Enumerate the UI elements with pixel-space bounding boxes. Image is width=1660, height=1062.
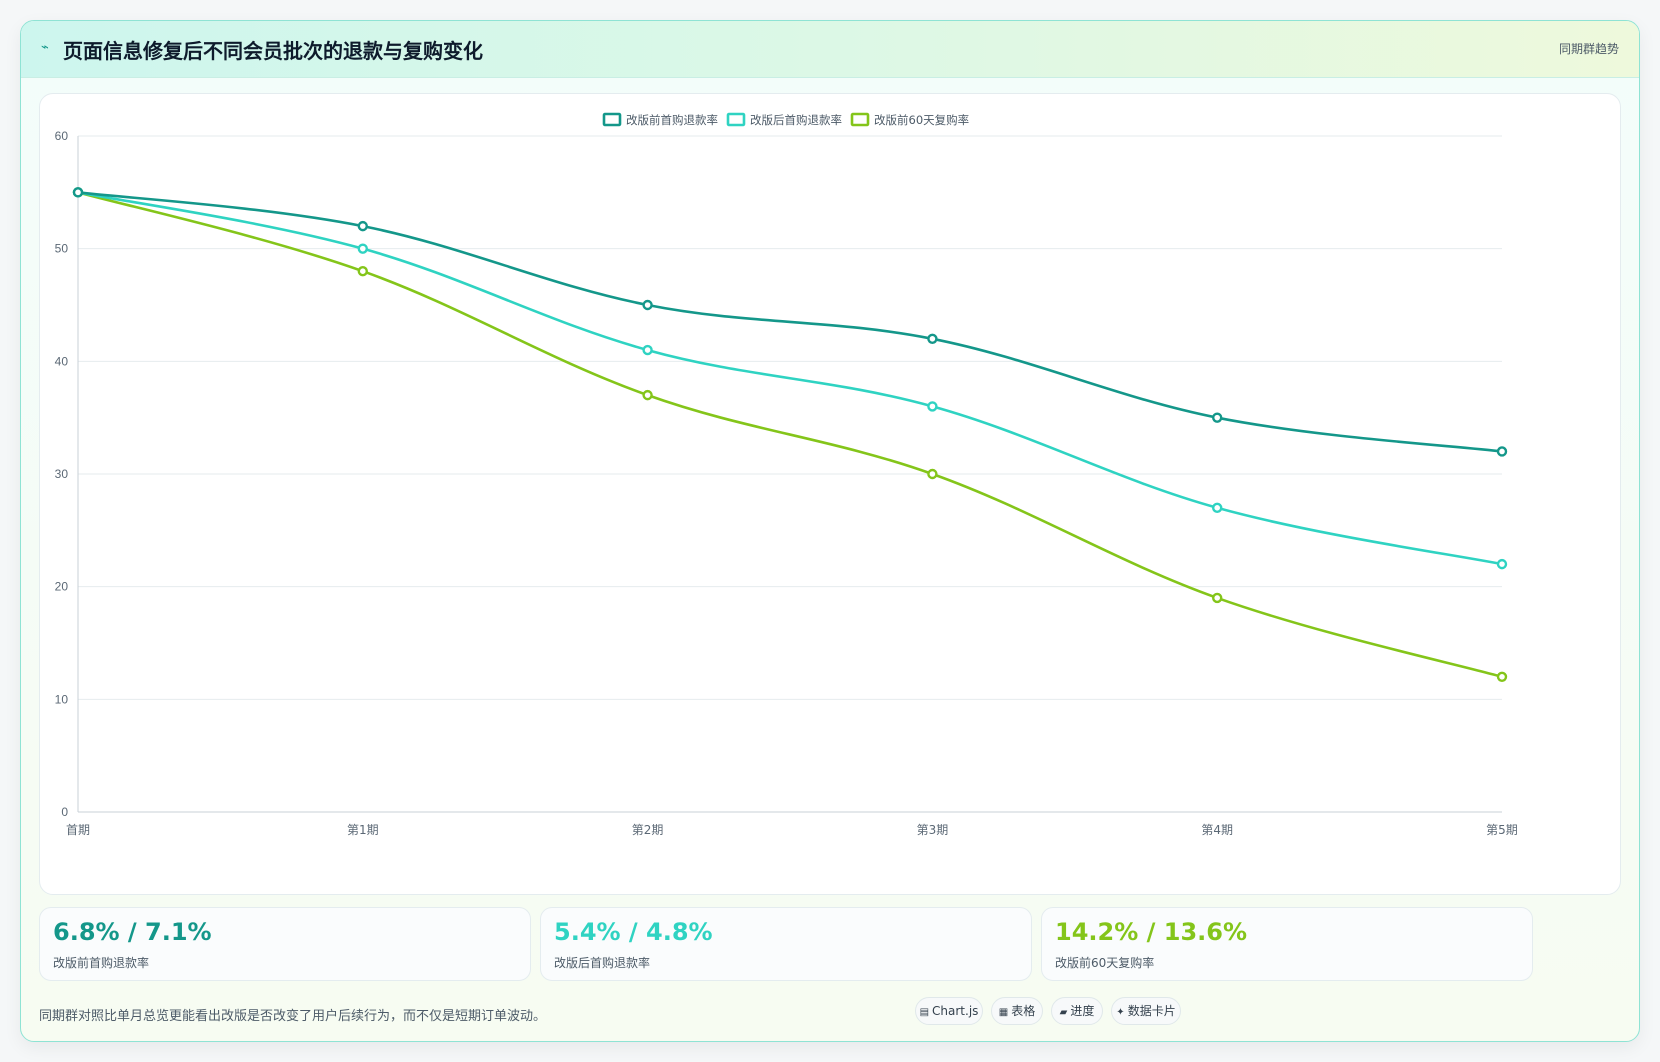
data-point [357,243,368,254]
chip-label: 数据卡片 [1127,1004,1176,1018]
data-point [1496,558,1508,570]
y-tick-label: 50 [55,242,69,256]
header-tag: 同期群趋势 [1558,42,1619,56]
page-title: 页面信息修复后不同会员批次的退款与复购变化 [63,39,483,63]
stat-label: 改版前首购退款率 [53,956,150,970]
table-icon: ▦ [998,1007,1009,1018]
stat-value: 14.2% / 13.6% [1055,918,1247,946]
x-tick-label: 第5期 [1486,823,1518,837]
data-point [72,187,84,198]
legend-swatch [726,112,746,127]
chip-chartjs[interactable]: ▤ Chart.js [915,997,983,1025]
legend-label: 改版后首购退款率 [750,113,842,127]
data-point [927,468,938,480]
y-tick-label: 20 [55,580,69,594]
data-point [1496,446,1508,457]
x-tick-label: 第4期 [1201,823,1233,837]
y-tick-label: 60 [55,129,69,143]
report-card: ⌁ 页面信息修复后不同会员批次的退款与复购变化 同期群趋势 0 10 20 30 40 5… [20,20,1640,1042]
sparkle-icon: ✦ [1116,1007,1125,1018]
data-point [642,344,653,356]
stat-card-1: 6.8% / 7.1% 改版前首购退款率 [39,907,531,981]
chip-label: 表格 [1011,1004,1036,1018]
stat-value: 6.8% / 7.1% [53,918,212,946]
data-point [1211,592,1223,604]
progress-icon: ▰ [1059,1007,1068,1018]
series-line-3 [77,191,1503,679]
data-point [357,265,368,277]
line-chart: 0 10 20 30 40 50 60 首期 第1期 第2期 第3期 第4期 第5期 改版前首购退款率 改版… [55,112,1518,837]
stat-value: 5.4% / 4.8% [554,918,713,946]
card-header: ⌁ 页面信息修复后不同会员批次的退款与复购变化 同期群趋势 [21,21,1639,78]
legend-label: 改版前60天复购率 [874,113,969,127]
stat-label: 改版后首购退款率 [554,956,651,970]
data-point [357,220,368,232]
data-point [927,333,938,345]
stat-card-3: 14.2% / 13.6% 改版前60天复购率 [1041,907,1533,981]
data-point [642,299,653,311]
stat-card-2: 5.4% / 4.8% 改版后首购退款率 [540,907,1032,981]
y-tick-label: 0 [61,805,68,819]
series-line-2 [77,191,1503,566]
legend-label: 改版前首购退款率 [626,113,718,127]
chip-data-card[interactable]: ✦ 数据卡片 [1111,997,1181,1025]
chart-icon: ▤ [919,1007,930,1018]
chip-label: 进度 [1070,1004,1095,1018]
x-tick-label: 第3期 [917,823,949,837]
legend-swatch [602,112,622,127]
x-tick-label: 第2期 [632,823,664,837]
chip-table[interactable]: ▦ 表格 [991,997,1043,1025]
data-point [927,401,938,412]
stat-label: 改版前60天复购率 [1055,956,1155,970]
data-point [1211,502,1223,513]
legend-swatch [850,112,870,127]
x-tick-label: 第1期 [347,823,379,837]
data-point [1496,671,1508,682]
chip-progress[interactable]: ▰ 进度 [1051,997,1103,1025]
y-tick-label: 30 [55,467,69,481]
y-tick-label: 10 [55,692,69,706]
data-point [1211,412,1223,423]
lightning-icon: ⌁ [41,40,49,55]
data-point [642,389,653,401]
series-line-1 [77,191,1503,453]
chip-label: Chart.js [932,1004,979,1018]
footnote: 同期群对照比单月总览更能看出改版是否改变了用户后续行为，而不仅是短期订单波动。 [39,1009,547,1024]
y-tick-label: 40 [55,354,69,368]
x-tick-label: 首期 [66,823,90,837]
chart-panel: 0 10 20 30 40 50 60 首期 第1期 第2期 第3期 第4期 第5期 改版前首购退款率 改版… [39,93,1621,895]
